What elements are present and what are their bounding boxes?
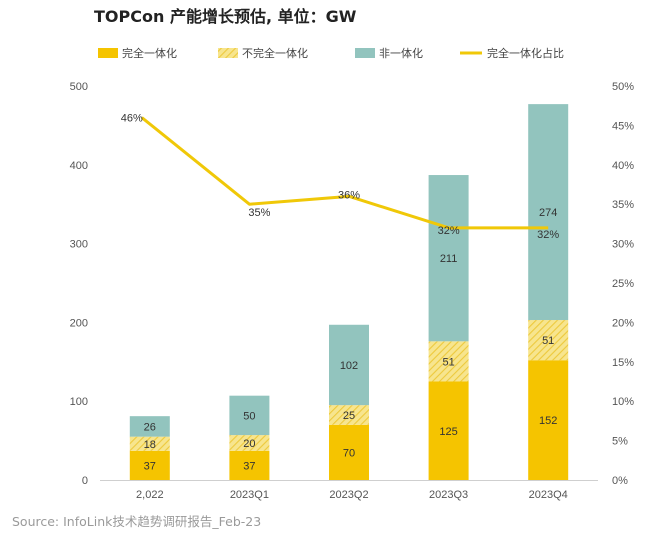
bar-label-2-5: 51 xyxy=(542,335,554,347)
right-tick-25pct: 25% xyxy=(612,278,634,290)
chart-legend: 完全一体化 不完全一体化 非一体化 完全一体化占比 xyxy=(98,46,564,60)
bar-segment-1-5 xyxy=(528,360,569,480)
bar-segment-1-2 xyxy=(229,450,270,480)
right-tick-15pct: 15% xyxy=(612,357,634,369)
left-tick-100: 100 xyxy=(70,396,88,408)
share-line xyxy=(140,116,549,230)
bar-value-labels: 37 18 26 37 20 50 70 25 102 125 51 211 152 51 274 xyxy=(144,207,558,472)
right-tick-0pct: 0% xyxy=(612,475,628,487)
right-y-axis: 0% 5% 10% 15% 20% 25% 30% 35% 40% 45% 50% xyxy=(612,81,634,487)
legend-swatch-1 xyxy=(98,48,118,58)
bar-label-2-3: 25 xyxy=(343,410,355,422)
left-tick-400: 400 xyxy=(70,160,88,172)
bar-segment-3-2 xyxy=(229,395,270,436)
right-tick-50pct: 50% xyxy=(612,81,634,93)
bar-label-2-2: 20 xyxy=(243,438,255,450)
bar-segment-2-4 xyxy=(428,341,469,382)
bar-segment-3-5 xyxy=(528,104,569,321)
x-axis-ticks: 2,022 2023Q1 2023Q2 2023Q3 2023Q4 xyxy=(136,489,568,501)
bar-label-3-5: 274 xyxy=(539,207,557,219)
x-tick-5: 2023Q4 xyxy=(529,489,568,501)
legend-label-1: 完全一体化 xyxy=(122,46,177,60)
right-tick-5pct: 5% xyxy=(612,436,628,448)
left-y-axis: 0 100 200 300 400 500 xyxy=(70,81,88,487)
x-tick-4: 2023Q3 xyxy=(429,489,468,501)
right-tick-20pct: 20% xyxy=(612,317,634,329)
share-label-2: 35% xyxy=(248,207,270,219)
share-label-3: 36% xyxy=(338,189,360,201)
bar-label-3-4: 211 xyxy=(440,253,458,265)
share-label-1: 46% xyxy=(121,113,143,125)
chart-title: TOPCon 产能增长预估, 单位：GW xyxy=(94,7,357,26)
right-tick-40pct: 40% xyxy=(612,160,634,172)
x-tick-1: 2,022 xyxy=(136,489,164,501)
bar-segment-1-3 xyxy=(329,424,369,480)
left-tick-300: 300 xyxy=(70,239,88,251)
share-label-5: 32% xyxy=(537,229,559,241)
bar-label-2-4: 51 xyxy=(442,356,454,368)
bar-segment-3-1 xyxy=(129,416,170,437)
legend-swatch-3 xyxy=(355,48,375,58)
right-tick-10pct: 10% xyxy=(612,396,634,408)
bar-label-3-2: 50 xyxy=(243,410,255,422)
bar-segment-2-3 xyxy=(329,405,369,425)
share-line-layer: 46% 35% 36% 32% 32% xyxy=(121,113,560,241)
legend-label-2: 不完全一体化 xyxy=(242,46,308,60)
right-tick-45pct: 45% xyxy=(612,120,634,132)
bar-label-2-1: 18 xyxy=(144,439,156,451)
bar-segment-3-3 xyxy=(329,324,369,406)
right-tick-35pct: 35% xyxy=(612,199,634,211)
legend-label-line: 完全一体化占比 xyxy=(487,46,564,60)
bar-segment-2-5 xyxy=(528,320,569,361)
bar-label-1-2: 37 xyxy=(243,460,255,472)
bar-label-1-1: 37 xyxy=(144,460,156,472)
legend-label-3: 非一体化 xyxy=(379,46,423,60)
bar-segment-2-1 xyxy=(129,436,170,451)
left-tick-200: 200 xyxy=(70,317,88,329)
source-note: Source: InfoLink技术趋势调研报告_Feb-23 xyxy=(12,514,262,529)
bar-segment-1-1 xyxy=(129,450,170,480)
bar-label-3-3: 102 xyxy=(340,360,358,372)
stacked-bars xyxy=(129,104,569,480)
bar-label-1-4: 125 xyxy=(439,426,457,438)
bar-segment-2-2 xyxy=(229,435,270,451)
right-tick-30pct: 30% xyxy=(612,239,634,251)
bar-label-1-5: 152 xyxy=(539,415,557,427)
legend-swatch-2 xyxy=(218,48,238,58)
left-tick-500: 500 xyxy=(70,81,88,93)
x-tick-3: 2023Q2 xyxy=(329,489,368,501)
bar-label-3-1: 26 xyxy=(144,421,156,433)
x-tick-2: 2023Q1 xyxy=(230,489,269,501)
share-label-4: 32% xyxy=(438,225,460,237)
left-tick-0: 0 xyxy=(82,475,88,487)
bar-segment-3-4 xyxy=(428,175,469,342)
bar-label-1-3: 70 xyxy=(343,447,355,459)
bar-segment-1-4 xyxy=(428,381,469,480)
